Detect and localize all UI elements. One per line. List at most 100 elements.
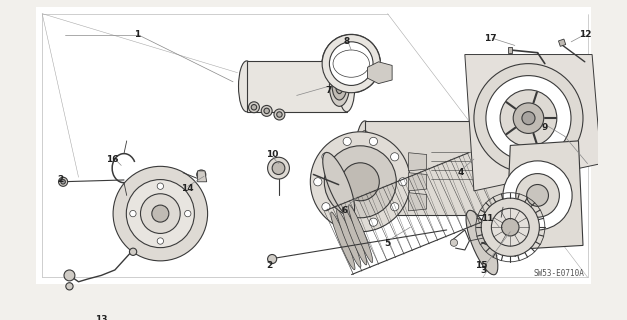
Circle shape bbox=[522, 112, 535, 125]
Circle shape bbox=[64, 270, 75, 281]
Circle shape bbox=[184, 211, 191, 217]
Polygon shape bbox=[506, 141, 583, 250]
Circle shape bbox=[492, 208, 529, 246]
Circle shape bbox=[322, 153, 330, 161]
Circle shape bbox=[343, 137, 351, 146]
Circle shape bbox=[322, 35, 381, 93]
Text: 12: 12 bbox=[579, 30, 591, 39]
Ellipse shape bbox=[332, 73, 347, 100]
Circle shape bbox=[277, 112, 282, 117]
Ellipse shape bbox=[331, 212, 355, 270]
Polygon shape bbox=[367, 62, 392, 84]
Circle shape bbox=[197, 170, 206, 179]
Circle shape bbox=[61, 180, 65, 184]
Text: 11: 11 bbox=[482, 214, 494, 223]
Ellipse shape bbox=[337, 210, 361, 267]
FancyBboxPatch shape bbox=[428, 148, 478, 185]
Circle shape bbox=[261, 105, 272, 116]
Circle shape bbox=[502, 219, 519, 236]
Circle shape bbox=[310, 132, 410, 232]
Text: 5: 5 bbox=[384, 239, 391, 248]
Circle shape bbox=[500, 90, 557, 147]
Circle shape bbox=[314, 178, 322, 186]
Circle shape bbox=[272, 162, 285, 174]
Circle shape bbox=[341, 163, 379, 201]
Circle shape bbox=[152, 205, 169, 222]
Text: 10: 10 bbox=[266, 150, 278, 159]
Circle shape bbox=[113, 166, 208, 261]
Circle shape bbox=[130, 211, 136, 217]
Ellipse shape bbox=[329, 66, 349, 106]
Polygon shape bbox=[559, 39, 566, 46]
Circle shape bbox=[369, 218, 377, 226]
Circle shape bbox=[126, 180, 194, 248]
Circle shape bbox=[268, 157, 290, 179]
Text: 15: 15 bbox=[475, 261, 487, 270]
Circle shape bbox=[382, 68, 391, 77]
Text: 2: 2 bbox=[266, 261, 273, 270]
Polygon shape bbox=[408, 173, 426, 191]
Ellipse shape bbox=[336, 79, 343, 94]
Circle shape bbox=[324, 146, 396, 218]
Text: 14: 14 bbox=[181, 184, 194, 193]
Circle shape bbox=[274, 109, 285, 120]
Ellipse shape bbox=[349, 205, 372, 262]
Circle shape bbox=[450, 239, 458, 246]
Circle shape bbox=[322, 203, 330, 211]
Ellipse shape bbox=[238, 61, 255, 112]
Circle shape bbox=[268, 254, 277, 264]
Circle shape bbox=[329, 42, 373, 85]
Text: 6: 6 bbox=[342, 206, 348, 215]
Circle shape bbox=[343, 218, 351, 226]
Polygon shape bbox=[408, 193, 426, 211]
Circle shape bbox=[140, 194, 180, 234]
Text: 2: 2 bbox=[57, 175, 63, 184]
Ellipse shape bbox=[499, 121, 521, 215]
Text: SW53-E0710A: SW53-E0710A bbox=[534, 269, 585, 278]
Polygon shape bbox=[246, 61, 347, 112]
Circle shape bbox=[391, 153, 399, 161]
Circle shape bbox=[157, 238, 164, 244]
Circle shape bbox=[486, 76, 571, 161]
Circle shape bbox=[66, 283, 73, 290]
Text: 7: 7 bbox=[325, 86, 332, 95]
Polygon shape bbox=[465, 54, 601, 191]
Circle shape bbox=[474, 64, 583, 173]
Circle shape bbox=[522, 112, 535, 125]
Circle shape bbox=[248, 102, 260, 113]
Circle shape bbox=[251, 105, 256, 110]
Circle shape bbox=[369, 68, 379, 77]
Polygon shape bbox=[408, 153, 426, 171]
Text: 1: 1 bbox=[135, 30, 140, 39]
Text: 13: 13 bbox=[95, 316, 107, 320]
Ellipse shape bbox=[342, 207, 367, 265]
Polygon shape bbox=[365, 121, 510, 215]
Ellipse shape bbox=[354, 121, 376, 215]
Circle shape bbox=[369, 137, 377, 146]
Polygon shape bbox=[198, 171, 207, 182]
Ellipse shape bbox=[323, 152, 355, 217]
Polygon shape bbox=[508, 47, 512, 53]
Text: 9: 9 bbox=[542, 123, 548, 132]
Circle shape bbox=[399, 178, 407, 186]
Circle shape bbox=[474, 64, 583, 173]
Circle shape bbox=[486, 76, 571, 161]
Circle shape bbox=[157, 183, 164, 189]
Circle shape bbox=[503, 161, 572, 230]
Circle shape bbox=[516, 174, 559, 217]
Circle shape bbox=[513, 103, 544, 133]
Circle shape bbox=[500, 90, 557, 147]
Circle shape bbox=[264, 108, 270, 114]
Ellipse shape bbox=[339, 61, 355, 112]
Circle shape bbox=[129, 248, 137, 255]
Text: 8: 8 bbox=[344, 37, 350, 46]
Circle shape bbox=[527, 185, 549, 206]
Text: 16: 16 bbox=[106, 155, 119, 164]
Circle shape bbox=[391, 203, 399, 211]
Circle shape bbox=[481, 198, 539, 256]
Text: 17: 17 bbox=[484, 34, 497, 43]
Circle shape bbox=[513, 103, 544, 133]
Circle shape bbox=[58, 177, 68, 186]
FancyBboxPatch shape bbox=[36, 7, 591, 284]
Text: 4: 4 bbox=[457, 168, 463, 177]
